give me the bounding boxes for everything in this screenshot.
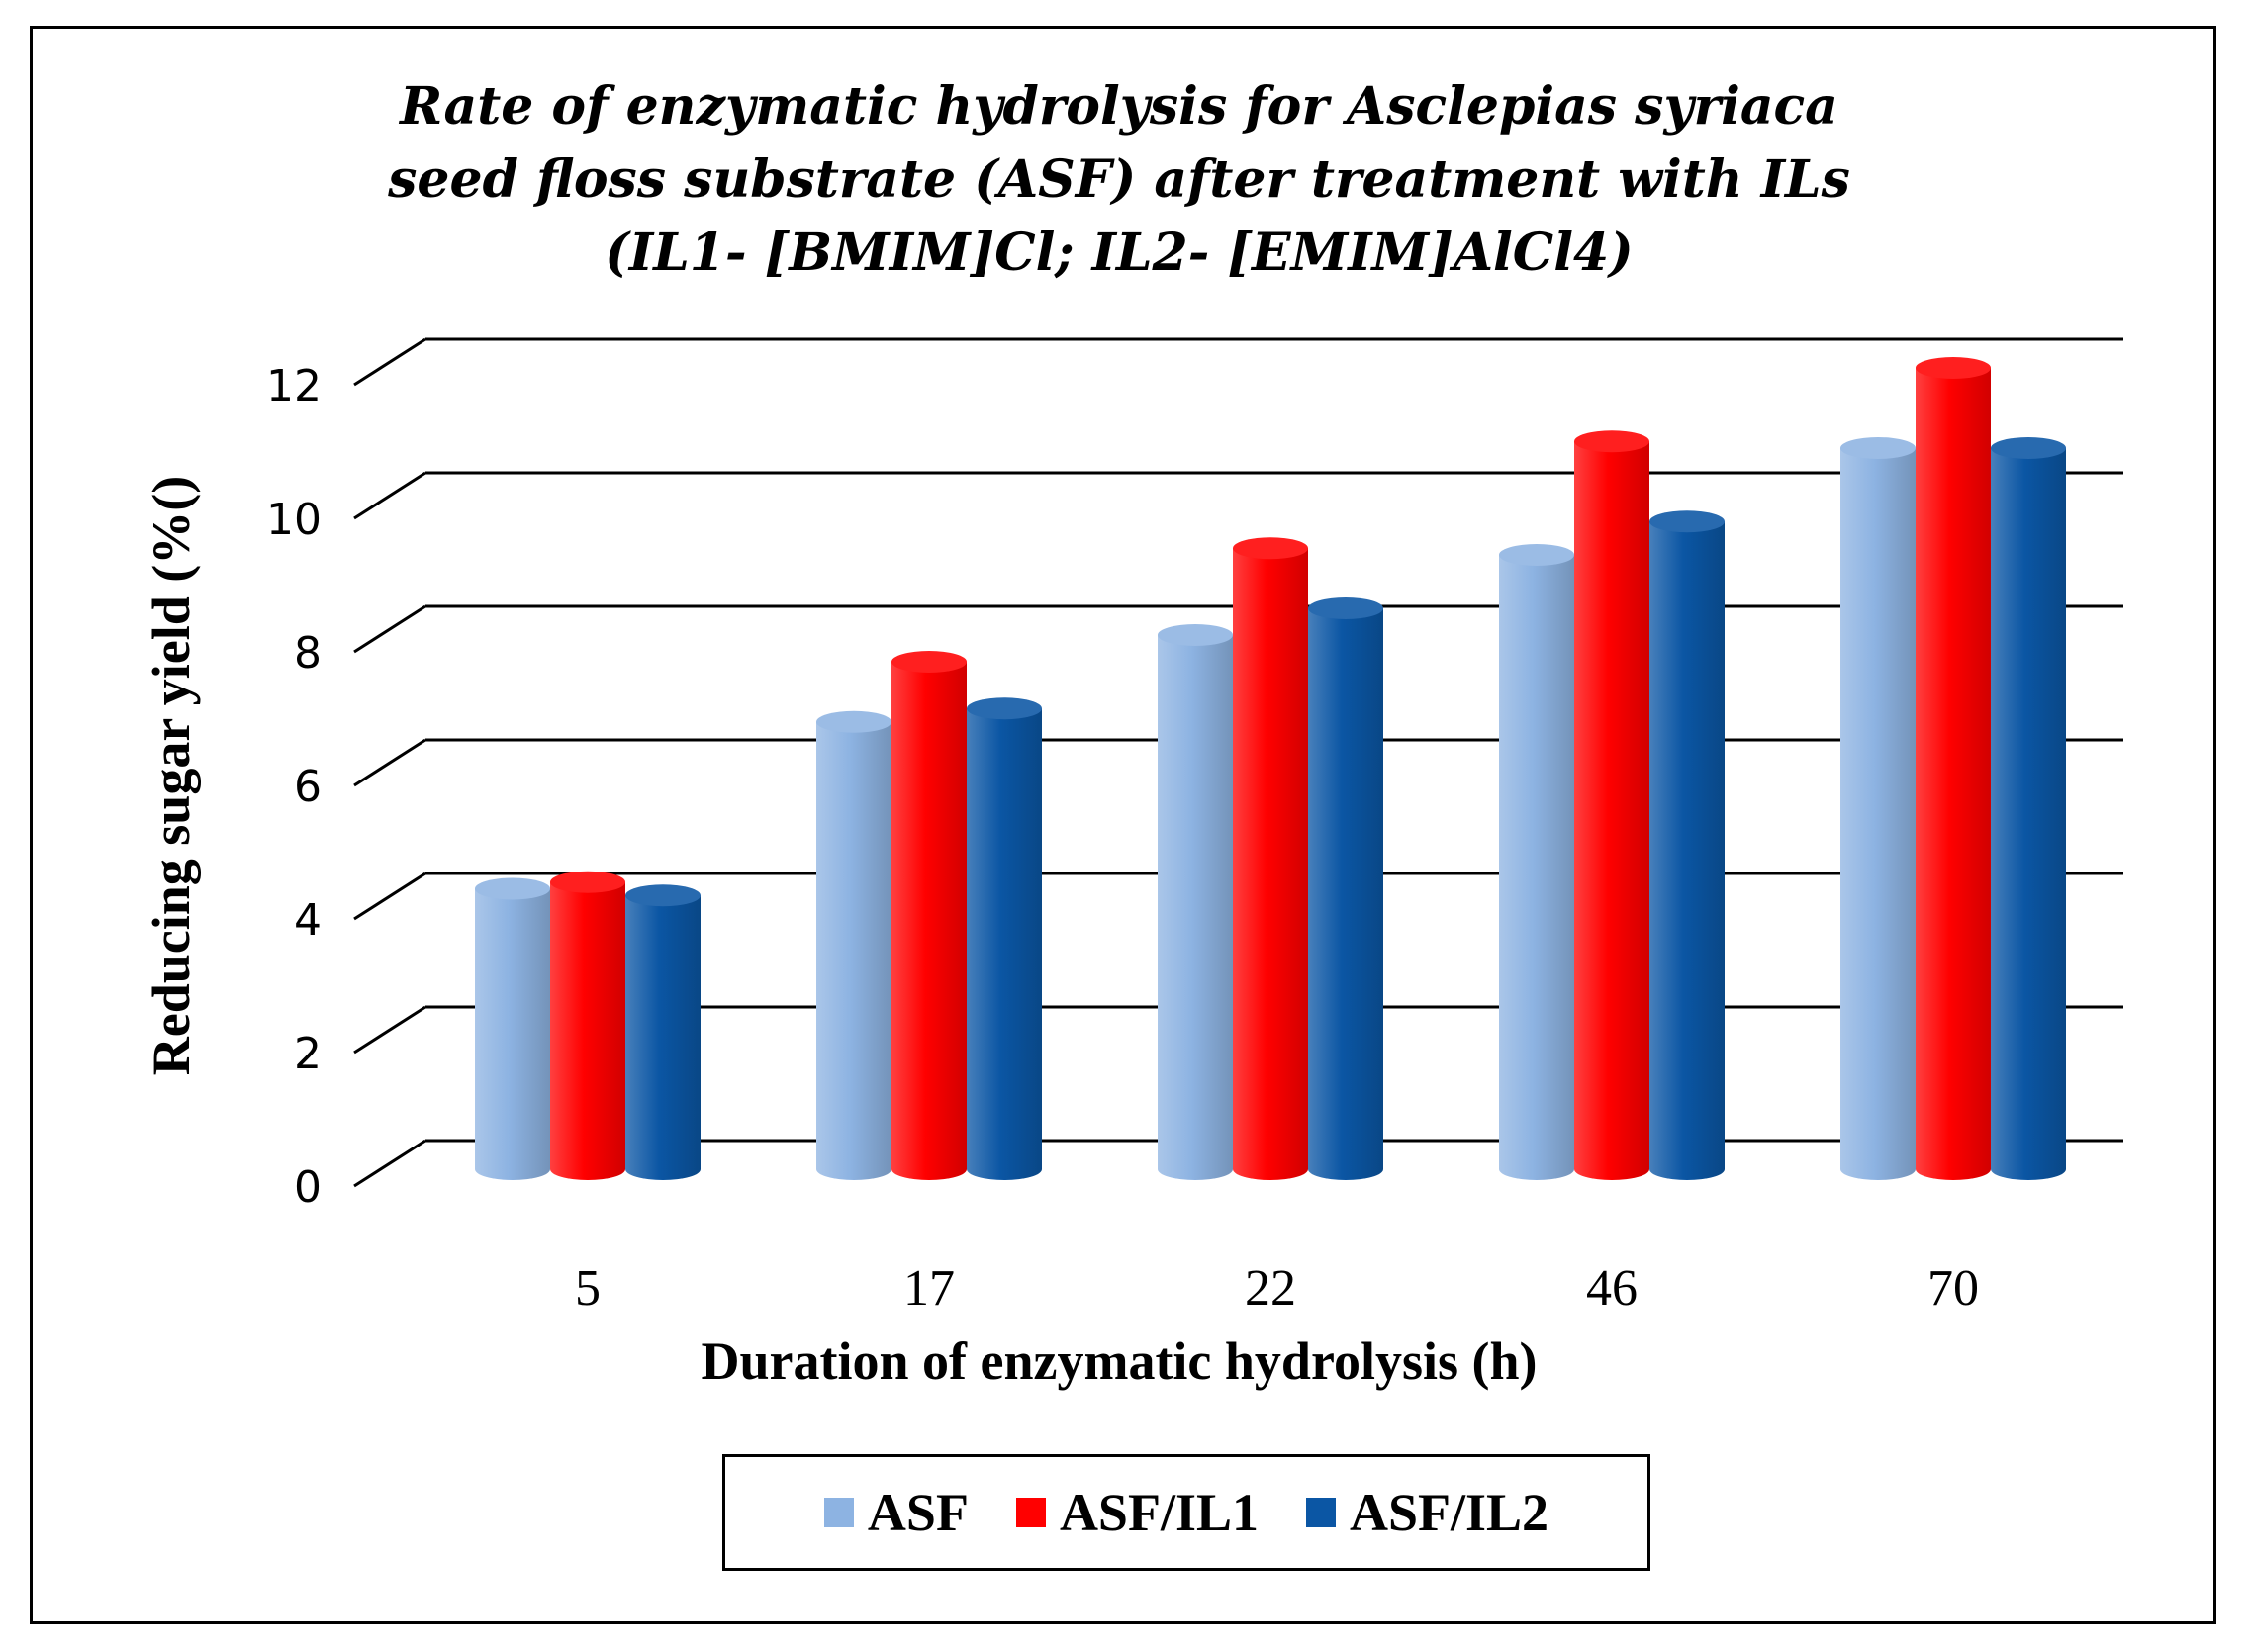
bar-asf-il2-5 [625,884,701,1180]
bar-asf-il2-22 [1308,597,1383,1180]
y-tick-label: 6 [294,762,322,812]
bar-asf-il1-70 [1916,357,1991,1180]
bar-asf-il1-46 [1574,430,1649,1180]
legend: ASF ASF/IL1 ASF/IL2 [722,1454,1650,1571]
chart-frame: Rate of enzymatic hydrolysis for Asclepi… [30,26,2216,1624]
bar-asf-il2-17 [967,697,1042,1180]
x-tick-label: 22 [1245,1260,1296,1317]
gridline-diagonal-2 [353,872,426,921]
legend-swatch-asf-il2 [1306,1498,1336,1527]
bar-asf-5 [475,877,550,1180]
chart-title-line-2: seed floss substrate (ASF) after treatme… [387,149,1850,210]
legend-item-asf-il2: ASF/IL2 [1306,1482,1548,1543]
gridline-diagonal-4 [353,604,426,654]
y-tick-label: 12 [266,361,322,412]
bar-asf-17 [816,710,891,1180]
legend-label-asf-il1: ASF/IL1 [1059,1483,1259,1542]
x-tick-label: 5 [575,1260,601,1317]
x-tick-label: 70 [1927,1260,1979,1317]
legend-swatch-asf-il1 [1015,1498,1046,1527]
bar-asf-il2-70 [1991,437,2066,1180]
chart-title-line-1: Rate of enzymatic hydrolysis for Asclepi… [398,76,1838,137]
x-axis-title: Duration of enzymatic hydrolysis (h) [702,1331,1538,1391]
bar-asf-il1-5 [550,871,625,1180]
legend-label-asf-il2: ASF/IL2 [1350,1483,1549,1542]
bar-asf-il1-17 [891,651,967,1180]
gridline-diagonal-6 [353,337,426,387]
gridline-diagonal-1 [353,1005,426,1055]
y-tick-label: 8 [294,628,322,679]
legend-item-asf: ASF [823,1482,969,1543]
y-tick-label: 10 [266,495,322,545]
y-tick-label: 0 [294,1162,322,1213]
x-tick-labels: 5 17 22 46 70 [575,1260,1979,1317]
bars [475,357,2066,1180]
legend-item-asf-il1: ASF/IL1 [1015,1482,1259,1543]
gridline-diagonal-5 [353,471,426,520]
y-tick-labels: 0 2 4 6 8 10 12 [266,361,322,1213]
y-axis-title: Reducing sugar yield (%() [141,476,201,1076]
gridline-diagonal-0 [353,1139,426,1188]
chart-canvas: Rate of enzymatic hydrolysis for Asclepi… [141,76,2123,1391]
y-tick-label: 2 [294,1029,322,1079]
bar-asf-il2-46 [1649,510,1725,1180]
bar-asf-46 [1499,544,1574,1180]
y-tick-label: 4 [294,895,322,946]
gridline-diagonal-3 [353,738,426,787]
bar-asf-70 [1840,437,1916,1180]
bar-asf-22 [1158,624,1233,1180]
legend-label-asf: ASF [867,1483,969,1542]
x-tick-label: 46 [1586,1260,1638,1317]
chart-title-line-3: (IL1- [BMIM]Cl; IL2- [EMIM]AlCl4) [605,223,1633,283]
legend-swatch-asf [823,1498,854,1527]
x-tick-label: 17 [903,1260,955,1317]
bar-asf-il1-22 [1233,537,1308,1180]
